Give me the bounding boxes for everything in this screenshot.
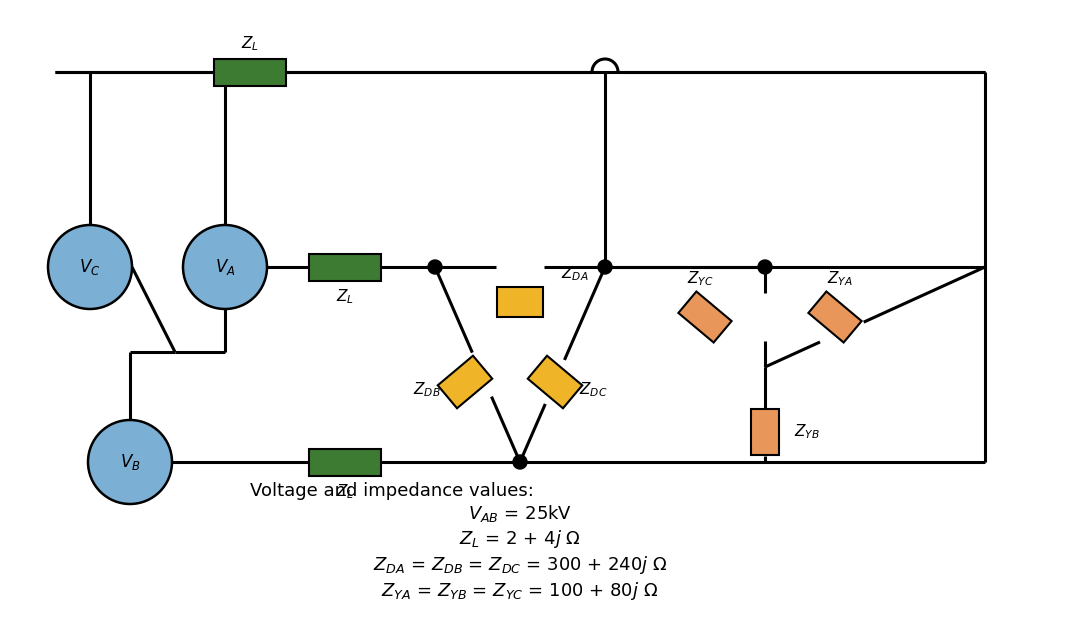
FancyBboxPatch shape [752, 409, 779, 455]
Text: $Z_{YB}$: $Z_{YB}$ [794, 423, 820, 442]
FancyBboxPatch shape [309, 254, 381, 281]
Circle shape [758, 260, 772, 274]
Text: $Z_{DB}$: $Z_{DB}$ [414, 381, 440, 399]
Circle shape [183, 225, 267, 309]
Circle shape [88, 420, 172, 504]
Text: $Z_L$: $Z_L$ [241, 35, 259, 53]
FancyBboxPatch shape [497, 287, 543, 317]
Text: $V_C$: $V_C$ [79, 257, 100, 277]
Polygon shape [528, 356, 583, 408]
Text: $\boldsymbol{V_{AB}}$ = 25kV: $\boldsymbol{V_{AB}}$ = 25kV [468, 503, 572, 524]
Text: $Z_{DA}$: $Z_{DA}$ [561, 264, 589, 284]
Text: $Z_{YC}$: $Z_{YC}$ [686, 270, 713, 289]
Circle shape [598, 260, 611, 274]
Text: $Z_{DC}$: $Z_{DC}$ [578, 381, 607, 399]
Text: $V_A$: $V_A$ [215, 257, 235, 277]
Text: $Z_L$: $Z_L$ [336, 483, 354, 501]
Polygon shape [679, 292, 731, 343]
Text: Voltage and impedance values:: Voltage and impedance values: [250, 482, 533, 500]
Text: $V_B$: $V_B$ [120, 452, 140, 472]
FancyBboxPatch shape [309, 448, 381, 475]
Polygon shape [808, 292, 862, 343]
Text: $\boldsymbol{Z_L}$ = 2 + 4$j$ $\Omega$: $\boldsymbol{Z_L}$ = 2 + 4$j$ $\Omega$ [459, 528, 580, 550]
FancyBboxPatch shape [214, 58, 286, 85]
Polygon shape [437, 356, 492, 408]
Circle shape [48, 225, 131, 309]
Circle shape [513, 455, 527, 469]
Text: $Z_L$: $Z_L$ [336, 287, 354, 307]
Text: $\boldsymbol{Z_{DA}}$ = $\boldsymbol{Z_{DB}}$ = $\boldsymbol{Z_{DC}}$ = 300 + 24: $\boldsymbol{Z_{DA}}$ = $\boldsymbol{Z_{… [373, 554, 667, 576]
Text: $\boldsymbol{Z_{YA}}$ = $\boldsymbol{Z_{YB}}$ = $\boldsymbol{Z_{YC}}$ = 100 + 80: $\boldsymbol{Z_{YA}}$ = $\boldsymbol{Z_{… [382, 580, 659, 602]
Circle shape [428, 260, 441, 274]
Text: $Z_{YA}$: $Z_{YA}$ [827, 270, 853, 289]
